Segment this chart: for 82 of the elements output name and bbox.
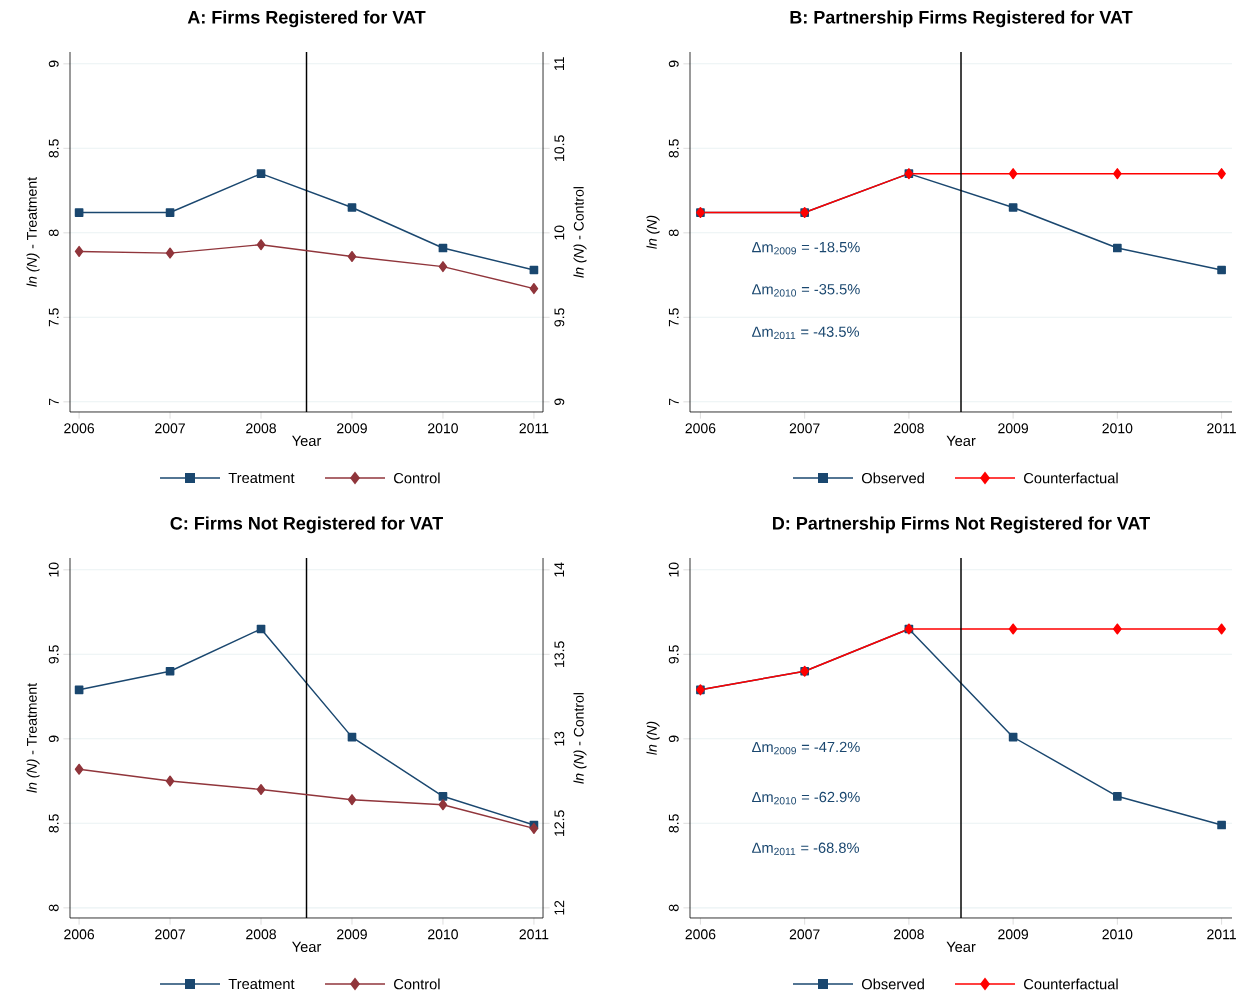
y-tick-label: 8: [668, 904, 679, 912]
chart-title: C: Firms Not Registered for VAT: [170, 516, 443, 534]
legend-label: Control: [394, 472, 440, 484]
x-tick-label: 2010: [428, 929, 458, 940]
y2-tick-label: 13: [554, 731, 565, 746]
chart-title: B: Partnership Firms Registered for VAT: [790, 10, 1133, 28]
x-tick-label: 2008: [894, 423, 924, 434]
chart-title: D: Partnership Firms Not Registered for VAT: [773, 516, 1150, 534]
x-tick-label: 2006: [64, 423, 95, 434]
y-axis-title: ln (N): [646, 215, 660, 249]
y2-axis-title: ln (N) - Control: [573, 693, 587, 784]
y2-tick-label: 11: [554, 57, 564, 71]
x-tick-label: 2007: [155, 423, 185, 434]
y-tick-label: 8.5: [48, 139, 59, 158]
y-tick-label: 8: [48, 904, 59, 912]
y-tick-label: 9.5: [668, 645, 679, 664]
y-tick-label: 9: [48, 735, 59, 743]
legend-label: Counterfactual: [1024, 978, 1118, 990]
y-tick-label: 9: [668, 735, 679, 743]
chart-title: A: Firms Registered for VAT: [187, 10, 426, 28]
x-tick-label: 2007: [789, 423, 820, 434]
annotation: Δm$_{2009}$ = -18.5%: [752, 241, 860, 255]
x-tick-label: 2009: [337, 929, 367, 940]
y2-tick-label: 10: [554, 225, 565, 240]
x-tick-label: 2010: [1102, 423, 1133, 434]
y-tick-label: 8.5: [48, 814, 59, 833]
x-tick-label: 2011: [519, 423, 549, 434]
x-tick-label: 2007: [155, 929, 185, 940]
x-tick-label: 2011: [519, 929, 549, 940]
y-axis-title: ln (N) - Treatment: [26, 683, 40, 793]
y2-tick-label: 12: [554, 900, 565, 915]
x-tick-label: 2006: [64, 929, 95, 940]
y-tick-label: 7.5: [668, 308, 679, 327]
y-tick-label: 8: [48, 229, 59, 237]
x-axis-title: Year: [946, 435, 976, 446]
x-axis-title: Year: [946, 941, 976, 952]
y-axis-title: ln (N) - Treatment: [26, 177, 40, 287]
annotation: Δm$_{2010}$ = -62.9%: [752, 791, 860, 805]
annotation: Δm$_{2009}$ = -47.2%: [752, 741, 860, 755]
legend-label: Control: [394, 978, 440, 990]
x-tick-label: 2009: [998, 423, 1029, 434]
y2-tick-label: 14: [554, 562, 564, 577]
x-tick-label: 2007: [789, 929, 820, 940]
y-tick-label: 10: [668, 562, 679, 577]
x-tick-label: 2009: [998, 929, 1029, 940]
y2-tick-label: 10.5: [554, 135, 565, 161]
y-tick-label: 7.5: [48, 308, 59, 327]
y2-tick-label: 12.5: [554, 810, 565, 836]
annotation: Δm$_{2011}$ = -43.5%: [752, 326, 860, 340]
x-tick-label: 2011: [1207, 423, 1236, 434]
y2-axis-title: ln (N) - Control: [573, 187, 587, 278]
legend-label: Counterfactual: [1024, 472, 1118, 484]
y-axis-title: ln (N): [646, 721, 660, 755]
legend-label: Observed: [861, 472, 924, 484]
y-tick-label: 7: [669, 398, 679, 406]
y-tick-label: 8: [668, 229, 679, 237]
y-tick-label: 9: [668, 60, 679, 68]
annotation: Δm$_{2011}$ = -68.8%: [752, 842, 860, 856]
x-tick-label: 2009: [337, 423, 367, 434]
legend-label: Observed: [861, 978, 924, 990]
x-tick-label: 2006: [685, 423, 716, 434]
y-tick-label: 8.5: [668, 814, 679, 833]
x-tick-label: 2008: [894, 929, 924, 940]
x-tick-label: 2010: [1102, 929, 1133, 940]
x-tick-label: 2008: [246, 423, 276, 434]
y-tick-label: 9: [48, 60, 59, 68]
y-tick-label: 8.5: [668, 139, 679, 158]
annotation: Δm$_{2010}$ = -35.5%: [752, 284, 860, 297]
y2-tick-label: 13.5: [554, 641, 565, 667]
y-tick-label: 10: [48, 562, 59, 577]
x-tick-label: 2006: [685, 929, 716, 940]
y-tick-label: 9.5: [48, 645, 59, 664]
legend-label: Treatment: [228, 472, 295, 484]
x-tick-label: 2011: [1207, 929, 1236, 940]
y-tick-label: 7: [49, 398, 59, 406]
y2-tick-label: 9.5: [554, 308, 565, 327]
legend-label: Treatment: [228, 978, 295, 990]
y2-tick-label: 9: [554, 398, 565, 406]
x-axis-title: Year: [292, 941, 322, 952]
x-axis-title: Year: [292, 435, 322, 446]
x-tick-label: 2010: [428, 423, 458, 434]
x-tick-label: 2008: [246, 929, 276, 940]
